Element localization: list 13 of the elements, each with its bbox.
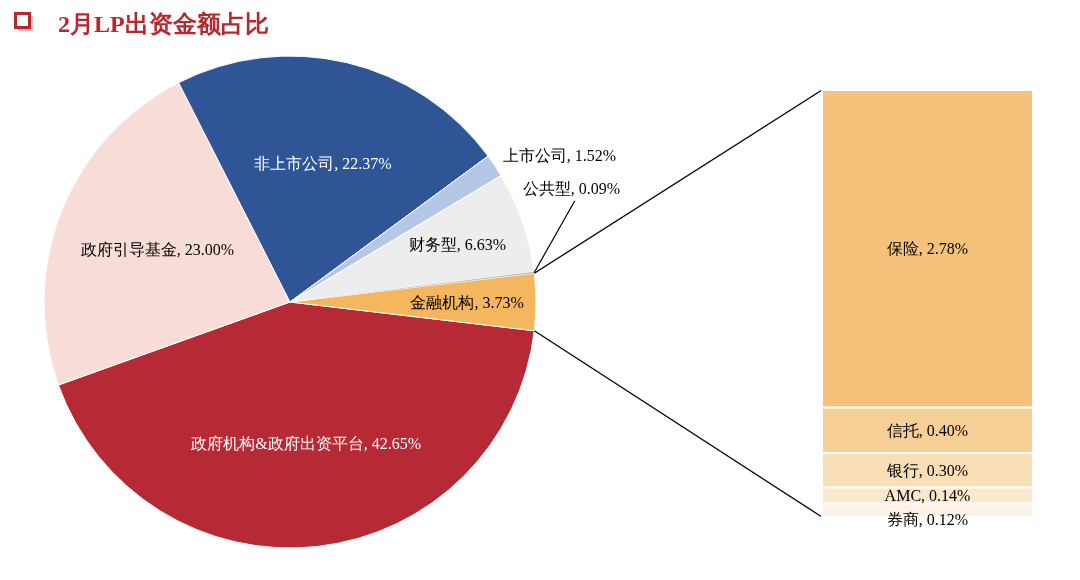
slice-label: 政府引导基金, 23.00% <box>80 240 235 258</box>
chart-title: 2月LP出资金额占比 <box>58 11 269 37</box>
slice-label: 公共型, 0.09% <box>522 180 621 198</box>
data-label: AMC, 0.14% <box>884 486 971 504</box>
slice-label: 财务型, 6.63% <box>408 236 507 254</box>
data-label: 银行, 0.30% <box>885 461 969 479</box>
slice-label: 非上市公司, 22.37% <box>254 154 392 172</box>
data-label: 券商, 0.12% <box>886 510 969 528</box>
data-label: 信托, 0.40% <box>886 421 969 439</box>
slice-label: 金融机构, 3.73% <box>410 293 524 311</box>
slice-label: 上市公司, 1.52% <box>502 147 617 165</box>
slice-label: 政府机构&政府出资平台, 42.65% <box>191 435 422 453</box>
data-label: 保险, 2.78% <box>886 240 969 258</box>
